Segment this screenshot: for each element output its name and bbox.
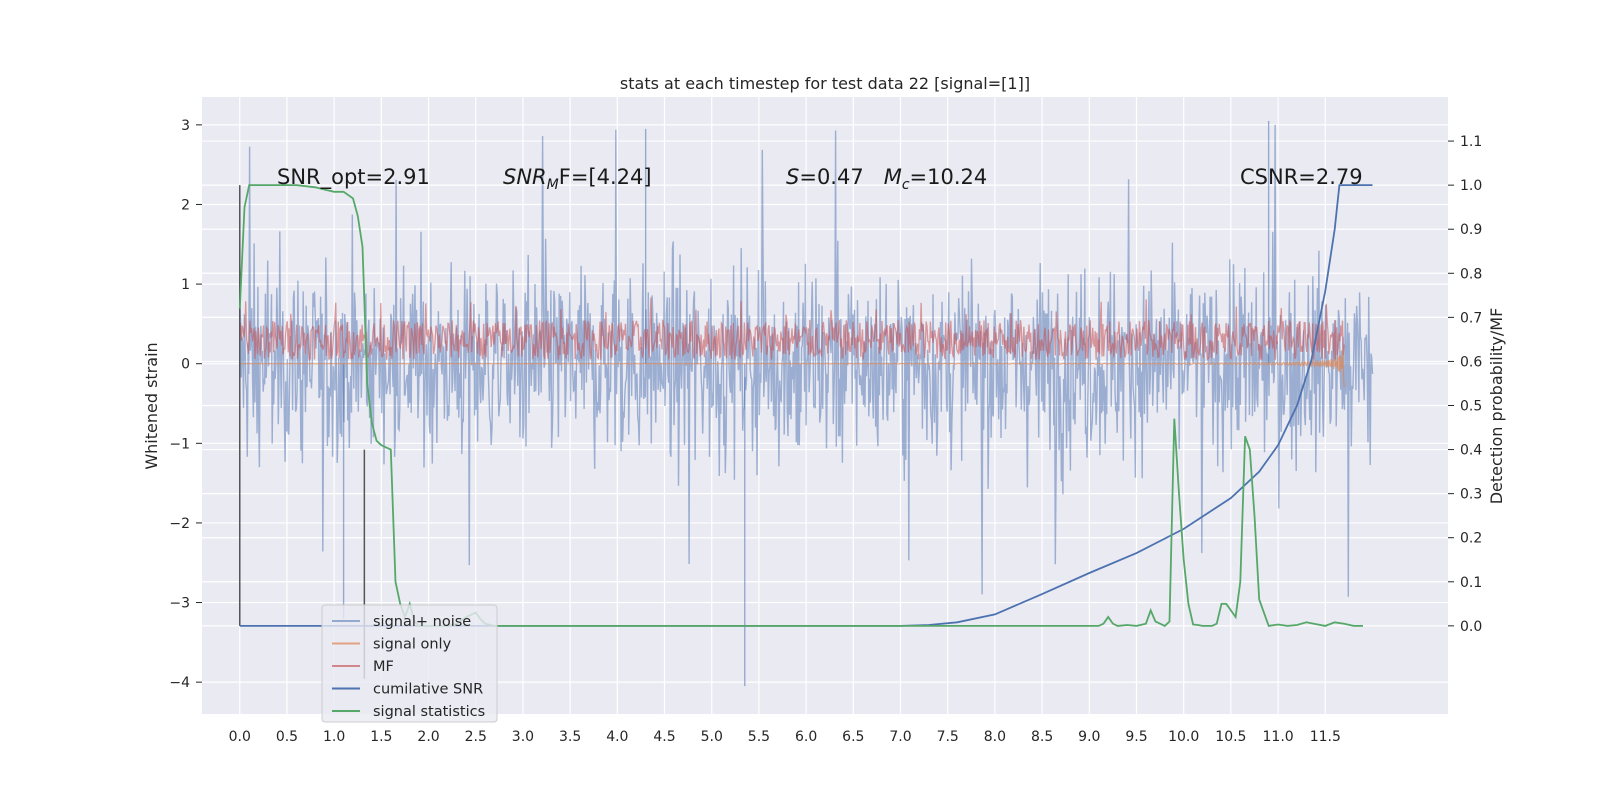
annotation-csnr: CSNR=2.79: [1240, 165, 1363, 189]
y-tick-label-right: 0.6: [1460, 354, 1482, 370]
legend-label: MF: [373, 659, 394, 675]
x-tick-label: 10.5: [1215, 729, 1246, 745]
y-tick-label-left: −3: [169, 596, 190, 612]
x-tick-label: 5.5: [748, 729, 770, 745]
x-tick-label: 3.0: [512, 729, 534, 745]
x-tick-label: 5.0: [701, 729, 723, 745]
x-tick-label: 7.5: [937, 729, 959, 745]
y-tick-label-left: −1: [169, 436, 190, 452]
y-tick-label-left: −2: [169, 516, 190, 532]
series-line-mf: [239, 297, 1345, 362]
y-axis-right: 0.0 0.1 0.2 0.3 0.4 0.5 0.6 0.7 0.8 0.9 1.0 1.1: [1448, 134, 1482, 635]
y-tick-label-left: 1: [181, 277, 190, 293]
series-cumulative-snr: [239, 184, 1373, 627]
x-tick-label: 4.0: [606, 729, 628, 745]
y-tick-label-right: 0.9: [1460, 222, 1482, 238]
x-axis: 0.0 0.5 1.0 1.5 2.0 2.5 3.0 3.5 4.0 4.5 5.0 5.5 6.0 6…: [229, 729, 1341, 745]
y-tick-label-right: 0.8: [1460, 266, 1482, 282]
x-tick-label: 8.5: [1031, 729, 1053, 745]
series-signal-statistics: [238, 184, 1363, 627]
x-tick-label: 1.5: [370, 729, 392, 745]
legend: signal+ noise signal only MF cumilative SNR…: [321, 604, 498, 723]
x-tick-label: 3.5: [559, 729, 581, 745]
series-line-cumulative-snr: [239, 184, 1373, 627]
x-tick-label: 1.0: [323, 729, 345, 745]
x-tick-label: 2.0: [417, 729, 439, 745]
y-tick-label-right: 1.0: [1460, 178, 1482, 194]
y-axis-left-label: Whitened strain: [142, 342, 161, 469]
x-tick-label: 2.5: [465, 729, 487, 745]
series-mf: [239, 297, 1345, 362]
x-tick-label: 8.0: [984, 729, 1006, 745]
y-tick-label-right: 0.3: [1460, 487, 1482, 503]
y-tick-label-right: 0.4: [1460, 443, 1482, 459]
x-tick-label: 7.0: [889, 729, 911, 745]
y-tick-label-left: 0: [181, 357, 190, 373]
y-tick-label-right: 0.2: [1460, 531, 1482, 547]
series-line-signal-statistics: [238, 184, 1363, 627]
y-tick-label-right: 0.7: [1460, 310, 1482, 326]
x-tick-label: 10.0: [1168, 729, 1199, 745]
y-tick-label-left: 3: [181, 118, 190, 134]
legend-label: signal+ noise: [373, 614, 471, 630]
y-tick-label-right: 0.0: [1460, 619, 1482, 635]
x-tick-label: 6.0: [795, 729, 817, 745]
series-line-signal-only: [239, 348, 1345, 388]
legend-box: [321, 604, 498, 723]
y-tick-label-right: 1.1: [1460, 134, 1482, 150]
x-tick-label: 11.5: [1310, 729, 1341, 745]
y-axis-left: −4 −3 −2 −1 0 1 2 3: [169, 118, 202, 691]
legend-label: cumilative SNR: [373, 682, 483, 698]
legend-label: signal statistics: [373, 704, 485, 720]
annotation-snr-mf: SNRMF=[4.24]: [503, 165, 652, 193]
x-tick-label: 9.5: [1125, 729, 1147, 745]
legend-label: signal only: [373, 637, 452, 653]
chart-title: stats at each timestep for test data 22 …: [620, 74, 1030, 93]
y-tick-label-right: 0.5: [1460, 399, 1482, 415]
y-tick-label-right: 0.1: [1460, 575, 1482, 591]
annotation-s-mc: S=0.47 Mc=10.24: [786, 165, 987, 193]
x-tick-label: 9.0: [1078, 729, 1100, 745]
x-tick-label: 11.0: [1263, 729, 1294, 745]
series-signal-only: [239, 348, 1345, 388]
annotation-snr-opt: SNR_opt=2.91: [277, 165, 430, 190]
x-tick-label: 4.5: [653, 729, 675, 745]
x-tick-label: 0.0: [229, 729, 251, 745]
x-tick-label: 6.5: [842, 729, 864, 745]
y-tick-label-left: −4: [169, 675, 190, 691]
x-tick-label: 0.5: [276, 729, 298, 745]
y-axis-right-label: Detection probability/MF: [1487, 308, 1506, 505]
y-tick-label-left: 2: [181, 197, 190, 213]
